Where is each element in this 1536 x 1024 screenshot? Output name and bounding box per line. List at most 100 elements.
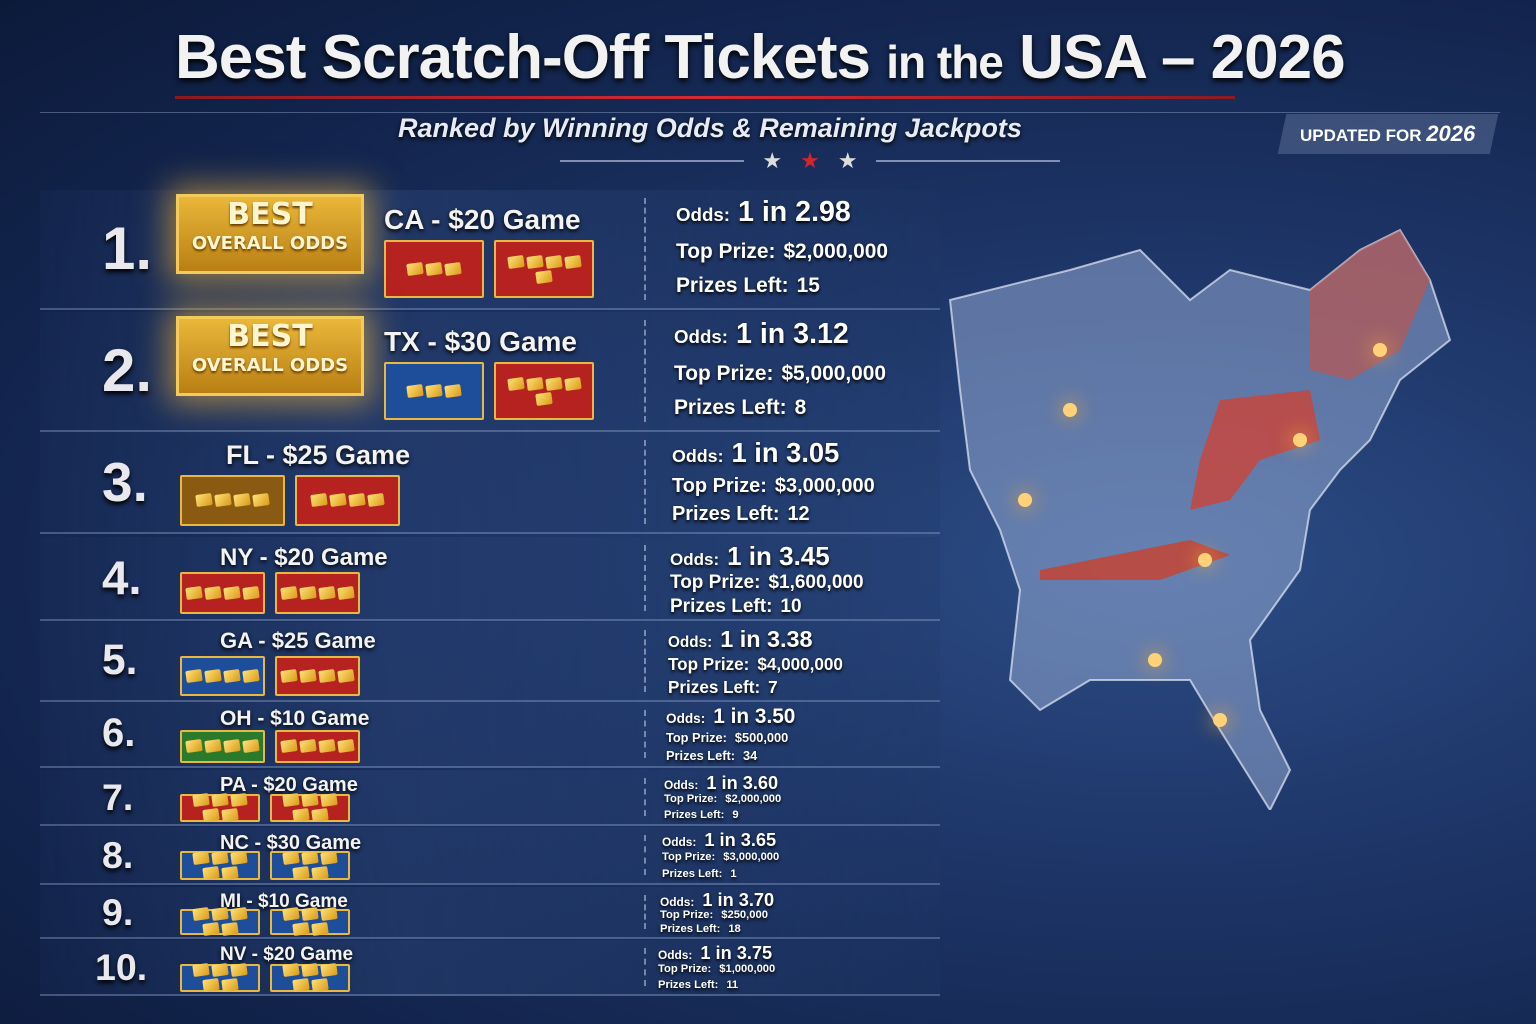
top-prize-value: $4,000,000 xyxy=(757,655,843,675)
ranking-row: 9. MI - $10 Game Odds: 1 in 3.70 Top Prize… xyxy=(40,887,940,939)
prizes-left-value: 15 xyxy=(796,274,820,297)
odds-value: 1 in 3.65 xyxy=(704,829,777,850)
scratch-ticket-image xyxy=(384,362,484,420)
glow-point xyxy=(1213,713,1227,727)
rank-number: 7. xyxy=(102,775,134,818)
rank-number: 5. xyxy=(102,636,138,684)
prizes-left-value: 10 xyxy=(780,595,802,617)
ranking-row: 7. PA - $20 Game Odds: 1 in 3.60 Top Prize… xyxy=(40,770,940,826)
scratch-ticket-image xyxy=(494,362,594,420)
updated-badge: UPDATED FOR 2026 xyxy=(1277,114,1499,154)
map-eastern-us xyxy=(948,228,1452,810)
row-divider xyxy=(644,895,646,929)
rank-number: 6. xyxy=(102,711,136,755)
prizes-left-value: 12 xyxy=(787,503,810,526)
ticket-stats: Odds: 1 in 3.60 Top Prize: $2,000,000 Priz… xyxy=(664,770,924,826)
row-divider xyxy=(644,440,646,524)
ranking-row: 3. FL - $25 Game Odds: 1 in 3.05 Top Prize… xyxy=(40,432,940,534)
top-prize-row: Top Prize: $4,000,000 xyxy=(668,655,843,675)
prizes-left-row: Prizes Left: 10 xyxy=(670,595,802,617)
subtitle-rule xyxy=(40,112,1500,113)
star-icon: ★ xyxy=(762,148,783,174)
scratch-ticket-image xyxy=(180,851,260,881)
row-divider xyxy=(644,778,646,816)
ticket-stats: Odds: 1 in 3.50 Top Prize: $500,000 Prizes… xyxy=(666,702,926,768)
rank-number: 2. xyxy=(102,337,153,404)
odds-row: Odds: 1 in 3.12 xyxy=(674,318,849,350)
scratch-ticket-image xyxy=(295,474,400,526)
ranking-row: 6. OH - $10 Game Odds: 1 in 3.50 Top Prize… xyxy=(40,702,940,768)
star-icon: ★ xyxy=(800,148,820,174)
glow-point xyxy=(1198,553,1212,567)
odds-value: 1 in 3.05 xyxy=(731,437,840,469)
rank-number: 9. xyxy=(102,890,134,933)
title-main: Best Scratch-Off Tickets xyxy=(175,23,871,92)
row-divider xyxy=(644,545,646,611)
game-name: MI - $10 Game xyxy=(220,891,348,913)
ticket-stats: Odds: 1 in 3.12 Top Prize: $5,000,000 Priz… xyxy=(674,312,934,432)
top-prize-value: $500,000 xyxy=(734,729,789,745)
highlight-northeast xyxy=(1310,230,1430,380)
top-prize-row: Top Prize: $3,000,000 xyxy=(662,851,780,864)
top-prize-value: $5,000,000 xyxy=(781,362,886,385)
highlight-tennessee xyxy=(1040,540,1230,580)
prizes-left-value: 11 xyxy=(726,979,739,992)
prizes-left-value: 18 xyxy=(728,923,741,936)
scratch-ticket-image xyxy=(270,851,350,881)
ticket-stats: Odds: 1 in 3.05 Top Prize: $3,000,000 Priz… xyxy=(672,432,932,534)
game-name: FL - $25 Game xyxy=(226,440,411,471)
best-overall-odds-badge: BEST OVERALL ODDS xyxy=(176,316,364,396)
prizes-left-value: 7 xyxy=(768,678,778,697)
odds-value: 1 in 3.45 xyxy=(727,541,830,572)
top-prize-value: $3,000,000 xyxy=(723,851,780,864)
updated-year: 2026 xyxy=(1426,121,1476,146)
title-mid: in the xyxy=(886,36,1004,88)
rank-number: 4. xyxy=(102,551,142,605)
top-prize-row: Top Prize: $500,000 xyxy=(666,729,789,745)
row-divider xyxy=(644,198,646,300)
ticket-stats: Odds: 1 in 3.70 Top Prize: $250,000 Prizes… xyxy=(660,887,920,939)
scratch-ticket-image xyxy=(494,240,594,298)
top-prize-value: $2,000,000 xyxy=(725,793,782,806)
ranking-row: 5. GA - $25 Game Odds: 1 in 3.38 Top Prize… xyxy=(40,622,940,702)
scratch-ticket-image xyxy=(275,572,360,615)
prizes-left-value: 34 xyxy=(742,748,758,764)
scratch-ticket-image xyxy=(275,655,360,696)
ticket-stats: Odds: 1 in 3.75 Top Prize: $1,000,000 Priz… xyxy=(658,940,918,996)
scratch-ticket-image xyxy=(180,792,260,823)
scratch-ticket-image xyxy=(180,907,260,937)
scratch-ticket-image xyxy=(270,907,350,937)
updated-prefix: UPDATED FOR xyxy=(1300,126,1422,145)
prizes-left-row: Prizes Left: 1 xyxy=(662,867,737,880)
stars-divider: ★ ★ ★ xyxy=(560,146,1061,176)
scratch-ticket-image xyxy=(270,792,350,823)
prizes-left-row: Prizes Left: 15 xyxy=(676,274,820,297)
odds-value: 1 in 3.70 xyxy=(702,889,775,910)
odds-value: 1 in 3.75 xyxy=(700,942,773,963)
star-icon: ★ xyxy=(837,148,858,174)
rank-number: 10. xyxy=(95,945,148,988)
ranking-row: 10. NV - $20 Game Odds: 1 in 3.75 Top Priz… xyxy=(40,940,940,996)
odds-row: Odds: 1 in 2.98 xyxy=(676,196,851,228)
top-prize-row: Top Prize: $3,000,000 xyxy=(672,474,875,497)
glow-point xyxy=(1148,653,1162,667)
top-prize-row: Top Prize: $2,000,000 xyxy=(676,240,888,263)
row-divider xyxy=(644,320,646,422)
scratch-ticket-image xyxy=(180,729,265,763)
row-divider xyxy=(644,948,646,986)
prizes-left-row: Prizes Left: 18 xyxy=(660,923,741,936)
row-divider xyxy=(644,710,646,758)
prizes-left-row: Prizes Left: 9 xyxy=(664,809,739,822)
prizes-left-row: Prizes Left: 7 xyxy=(668,678,778,697)
odds-row: Odds: 1 in 3.05 xyxy=(672,437,840,469)
highlight-states xyxy=(1190,390,1320,510)
scratch-ticket-image xyxy=(180,962,260,993)
top-prize-row: Top Prize: $2,000,000 xyxy=(664,793,782,806)
top-prize-value: $250,000 xyxy=(721,908,768,921)
game-name: GA - $25 Game xyxy=(220,628,376,654)
prizes-left-row: Prizes Left: 11 xyxy=(658,979,739,992)
game-name: CA - $20 Game xyxy=(384,204,581,235)
odds-row: Odds: 1 in 3.38 xyxy=(668,626,813,652)
title-underline xyxy=(175,96,1235,99)
odds-row: Odds: 1 in 3.60 xyxy=(664,772,779,793)
